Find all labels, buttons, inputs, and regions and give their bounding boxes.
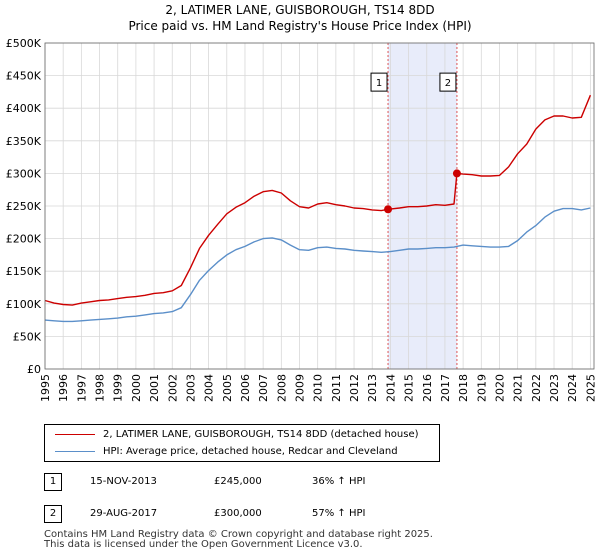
y-tick-label: £450K <box>6 70 42 83</box>
legend-line-hpi <box>55 451 95 452</box>
x-tick-label: 1995 <box>39 374 52 402</box>
x-tick-label: 2005 <box>221 374 234 402</box>
footer: Contains HM Land Registry data © Crown c… <box>44 530 433 550</box>
x-tick-label: 2025 <box>584 374 597 402</box>
x-tick-label: 1996 <box>57 374 70 402</box>
legend: 2, LATIMER LANE, GUISBOROUGH, TS14 8DD (… <box>44 424 440 462</box>
transaction-hpi-diff: 36% ↑ HPI <box>312 476 366 487</box>
plot-border <box>44 42 595 370</box>
transaction-marker-box <box>370 72 388 92</box>
x-tick-label: 2020 <box>493 374 506 402</box>
transaction-date: 15-NOV-2013 <box>90 476 157 487</box>
x-tick-label: 2018 <box>457 374 470 402</box>
x-tick-label: 2017 <box>439 374 452 402</box>
y-tick-label: £0 <box>27 363 41 376</box>
x-tick-label: 2024 <box>566 374 579 402</box>
footer-copyright: Contains HM Land Registry data © Crown c… <box>44 529 433 540</box>
x-tick-label: 2000 <box>130 374 143 402</box>
transaction-marker-label: 2 <box>445 78 451 89</box>
y-tick-label: £50K <box>13 330 42 343</box>
y-tick-label: £300K <box>6 167 42 180</box>
y-tick-label: £100K <box>6 298 42 311</box>
x-tick-label: 2019 <box>475 374 488 402</box>
chart-title: 2, LATIMER LANE, GUISBOROUGH, TS14 8DD <box>165 3 435 17</box>
transaction-marker-label: 1 <box>376 78 382 89</box>
x-tick-label: 2002 <box>166 374 179 402</box>
footer-licence: This data is licensed under the Open Gov… <box>44 539 363 550</box>
x-tick-label: 1998 <box>94 374 107 402</box>
x-tick-label: 2011 <box>330 374 343 402</box>
transaction-date: 29-AUG-2017 <box>90 508 158 519</box>
x-tick-label: 2008 <box>275 374 288 402</box>
transaction-number: 2 <box>44 505 62 523</box>
x-tick-label: 2016 <box>421 374 434 402</box>
legend-line-property <box>55 434 95 435</box>
x-tick-label: 1999 <box>112 374 125 402</box>
x-tick-label: 2001 <box>148 374 161 402</box>
price-chart: £0 £50K £100K £150K £200K £250K £300K £350K £400… <box>6 37 598 402</box>
x-tick-label: 2015 <box>403 374 416 402</box>
x-tick-label: 1997 <box>75 374 88 402</box>
transaction-point <box>384 205 393 214</box>
y-tick-label: £200K <box>6 233 42 246</box>
y-tick-label: £150K <box>6 265 42 278</box>
x-tick-label: 2023 <box>548 374 561 402</box>
hpi-series-line <box>44 207 591 323</box>
x-tick-label: 2021 <box>512 374 525 402</box>
y-tick-label: £350K <box>6 135 42 148</box>
transaction-point <box>452 169 461 178</box>
chart-subtitle: Price paid vs. HM Land Registry's House … <box>128 19 472 33</box>
x-tick-label: 2007 <box>257 374 270 402</box>
x-tick-label: 2022 <box>530 374 543 402</box>
transaction-number: 1 <box>44 473 62 491</box>
x-tick-label: 2014 <box>384 374 397 402</box>
y-tick-label: £500K <box>6 37 42 50</box>
y-tick-label: £400K <box>6 102 42 115</box>
transaction-price: £245,000 <box>214 476 262 487</box>
x-tick-label: 2003 <box>184 374 197 402</box>
transaction-marker-box <box>439 72 457 92</box>
x-tick-label: 2009 <box>294 374 307 402</box>
legend-label-hpi: HPI: Average price, detached house, Redc… <box>103 446 398 457</box>
x-tick-label: 2006 <box>239 374 252 402</box>
x-tick-label: 2012 <box>348 374 361 402</box>
x-tick-label: 2004 <box>203 374 216 402</box>
transaction-price: £300,000 <box>214 508 262 519</box>
x-tick-label: 2013 <box>366 374 379 402</box>
y-tick-label: £250K <box>6 200 42 213</box>
property-series-line <box>44 94 592 306</box>
x-tick-label: 2010 <box>312 374 325 402</box>
transaction-hpi-diff: 57% ↑ HPI <box>312 508 366 519</box>
legend-label-property: 2, LATIMER LANE, GUISBOROUGH, TS14 8DD (… <box>103 429 419 440</box>
